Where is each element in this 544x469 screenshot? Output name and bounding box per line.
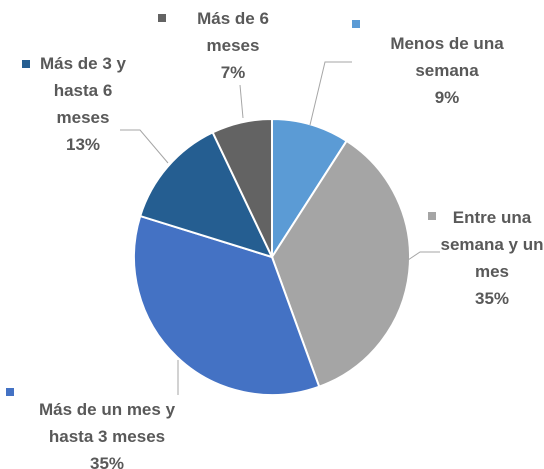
legend-key: [6, 388, 14, 396]
category-name: Menos de una semana: [390, 34, 504, 80]
value-label: 35%: [89, 454, 125, 469]
leader-line: [120, 129, 169, 164]
category-name: Más de 3 y hasta 6 meses: [40, 54, 126, 127]
category-name: Más de un mes y hasta 3 meses: [38, 400, 176, 446]
data-label: Más de 6 meses 7%: [188, 5, 278, 86]
category-name: Entre una semana y un mes: [440, 208, 544, 281]
value-label: 13%: [65, 135, 101, 154]
data-label: Más de 3 y hasta 6 meses 13%: [38, 50, 128, 158]
data-label: Menos de una semana 9%: [382, 30, 512, 111]
legend-key: [158, 14, 166, 22]
legend-key: [352, 20, 360, 28]
pie-slice: [138, 131, 274, 259]
value-label: 7%: [220, 63, 246, 82]
leader-line: [239, 84, 244, 119]
value-label: 9%: [434, 88, 460, 107]
category-name: Más de 6 meses: [197, 9, 269, 55]
leader-line: [309, 61, 352, 126]
value-label: 35%: [474, 289, 510, 308]
leader-line: [404, 251, 440, 263]
pie-slice: [270, 139, 411, 388]
pie-slice: [133, 214, 321, 396]
pie-slice: [271, 117, 348, 261]
pie-slice: [211, 117, 273, 258]
legend-key: [22, 60, 30, 68]
legend-key: [428, 212, 436, 220]
data-label: Más de un mes y hasta 3 meses 35%: [22, 396, 192, 469]
data-label: Entre una semana y un mes 35%: [440, 204, 544, 312]
